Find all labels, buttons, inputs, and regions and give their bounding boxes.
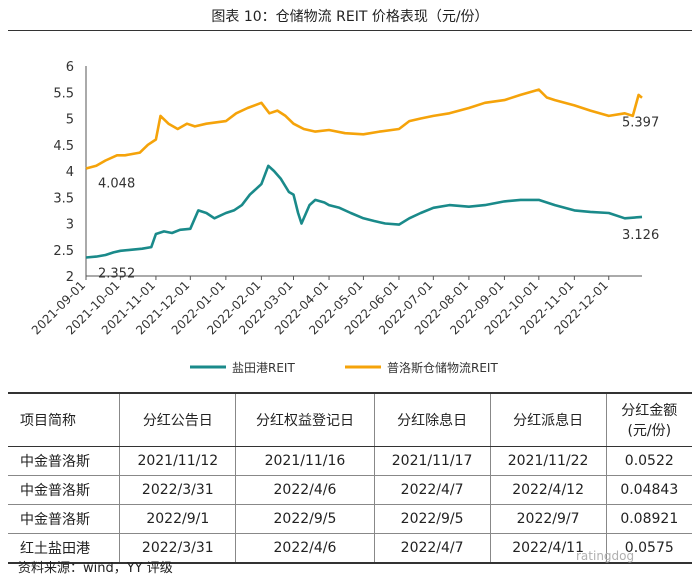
watermark: ratingdog bbox=[576, 549, 635, 563]
table-cell: 0.0522 bbox=[605, 446, 692, 476]
y-tick-label: 4 bbox=[66, 165, 74, 180]
table-cell: 2021/11/16 bbox=[235, 446, 375, 476]
table-cell: 2022/4/7 bbox=[373, 533, 491, 564]
table-cell: 2021/11/22 bbox=[489, 446, 607, 476]
header-cell: 项目简称 bbox=[8, 392, 120, 447]
table-cell: 0.0575 bbox=[605, 533, 692, 564]
start-value-label: 2.352 bbox=[98, 267, 135, 282]
table-cell: 2022/4/6 bbox=[235, 533, 375, 564]
table-row: 中金普洛斯 2021/11/12 2021/11/16 2021/11/17 2… bbox=[8, 446, 692, 476]
legend-label: 盐田港REIT bbox=[232, 361, 295, 375]
table-cell: 2022/4/11 bbox=[489, 533, 607, 564]
table-cell: 2022/3/31 bbox=[119, 533, 236, 564]
header-cell: 分红金额 (元/份) bbox=[605, 392, 692, 447]
title-rule bbox=[8, 30, 692, 31]
source-note: 资料来源：wind，YY 评级 bbox=[18, 561, 173, 576]
table-cell: 2022/3/31 bbox=[119, 475, 236, 505]
table-cell: 2022/9/5 bbox=[235, 504, 375, 534]
y-tick-label: 3 bbox=[66, 218, 74, 233]
legend-label: 普洛斯仓储物流REIT bbox=[387, 360, 498, 375]
y-tick-label: 5.5 bbox=[53, 86, 74, 101]
table-cell: 2022/9/5 bbox=[373, 504, 491, 534]
series-line-prologis bbox=[85, 88, 643, 170]
end-value-label: 3.126 bbox=[622, 228, 659, 243]
header-cell: 分红权益登记日 bbox=[235, 392, 375, 447]
table-row: 中金普洛斯 2022/9/1 2022/9/5 2022/9/5 2022/9/… bbox=[8, 504, 692, 534]
end-value-label: 5.397 bbox=[622, 116, 659, 131]
table-cell: 中金普洛斯 bbox=[8, 446, 120, 476]
dividend-table: 项目简称 分红公告日 分红权益登记日 分红除息日 分红派息日 分红金额 (元/份… bbox=[8, 392, 692, 564]
table-cell: 2022/4/6 bbox=[235, 475, 375, 505]
table-row: 红土盐田港 2022/3/31 2022/4/6 2022/4/7 2022/4… bbox=[8, 533, 692, 564]
y-tick-label: 2 bbox=[66, 270, 74, 285]
series-line-yantian bbox=[85, 164, 643, 259]
table-cell: 0.08921 bbox=[605, 504, 692, 534]
table-cell: 2021/11/17 bbox=[373, 446, 491, 476]
y-tick-label: 6 bbox=[66, 60, 74, 75]
header-cell: 分红公告日 bbox=[119, 392, 236, 447]
header-cell: 分红派息日 bbox=[489, 392, 607, 447]
table-cell: 0.04843 bbox=[605, 475, 692, 505]
table-cell: 2021/11/12 bbox=[119, 446, 236, 476]
y-tick-label: 2.5 bbox=[53, 244, 74, 259]
table-cell: 中金普洛斯 bbox=[8, 504, 120, 534]
header-cell: 分红除息日 bbox=[373, 392, 491, 447]
table-cell: 中金普洛斯 bbox=[8, 475, 120, 505]
y-tick-label: 4.5 bbox=[53, 139, 74, 154]
y-tick-label: 3.5 bbox=[53, 191, 74, 206]
table-cell: 2022/4/7 bbox=[373, 475, 491, 505]
table-row: 中金普洛斯 2022/3/31 2022/4/6 2022/4/7 2022/4… bbox=[8, 475, 692, 505]
table-header-row: 项目简称 分红公告日 分红权益登记日 分红除息日 分红派息日 分红金额 (元/份… bbox=[8, 392, 692, 447]
table-cell: 2022/4/12 bbox=[489, 475, 607, 505]
table-cell: 2022/9/7 bbox=[489, 504, 607, 534]
chart-title: 图表 10：仓储物流 REIT 价格表现（元/份） bbox=[211, 9, 489, 25]
table-cell: 2022/9/1 bbox=[119, 504, 236, 534]
table-cell: 红土盐田港 bbox=[8, 533, 120, 564]
y-tick-label: 5 bbox=[66, 113, 74, 128]
price-chart: 22.533.544.555.562021-09-012021-10-01202… bbox=[29, 60, 659, 375]
start-value-label: 4.048 bbox=[98, 176, 135, 191]
